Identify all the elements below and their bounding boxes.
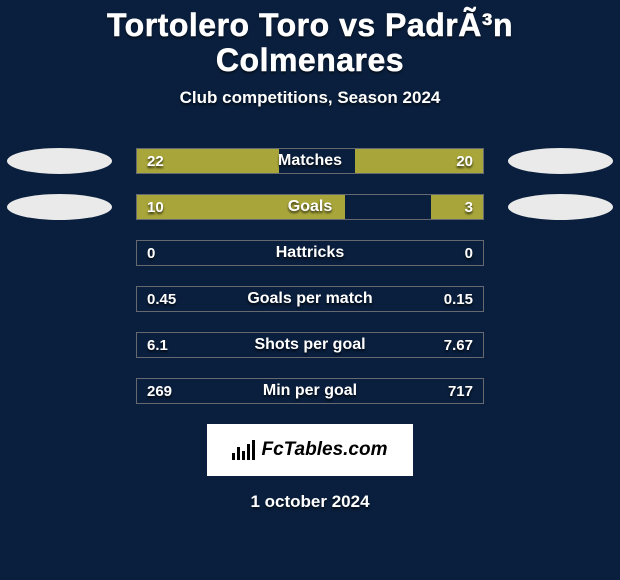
brand-badge: FcTables.com xyxy=(207,424,413,476)
stat-row: 2220Matches xyxy=(0,148,620,174)
stat-row: 6.1 7.67Shots per goal xyxy=(0,332,620,358)
stat-left-value: 0.45 xyxy=(147,287,176,311)
stat-right-value: 0 xyxy=(465,241,473,265)
stat-bar: 0.45 0.15Goals per match xyxy=(136,286,484,312)
stat-bar: 0 0Hattricks xyxy=(136,240,484,266)
stat-right-value: 7.67 xyxy=(444,333,473,357)
stat-row: 0 0Hattricks xyxy=(0,240,620,266)
bar-chart-icon xyxy=(232,440,255,460)
subtitle: Club competitions, Season 2024 xyxy=(0,88,620,108)
stat-left-value: 0 xyxy=(147,241,155,265)
stat-right-value: 717 xyxy=(448,379,473,403)
player-left-ellipse xyxy=(7,194,112,220)
bar-left-fill xyxy=(137,195,345,219)
stat-label: Hattricks xyxy=(137,241,483,265)
bar-left-fill xyxy=(137,149,279,173)
stat-label: Shots per goal xyxy=(137,333,483,357)
stat-row: 103Goals xyxy=(0,194,620,220)
brand-text: FcTables.com xyxy=(261,439,387,461)
stat-label: Min per goal xyxy=(137,379,483,403)
stat-row: 269 717Min per goal xyxy=(0,378,620,404)
comparison-card: Tortolero Toro vs PadrÃ³n Colmenares Clu… xyxy=(0,0,620,512)
stat-bar: 103Goals xyxy=(136,194,484,220)
bar-right-fill xyxy=(431,195,483,219)
date-label: 1 october 2024 xyxy=(0,492,620,512)
stat-row: 0.45 0.15Goals per match xyxy=(0,286,620,312)
player-left-ellipse xyxy=(7,148,112,174)
stat-bar: 6.1 7.67Shots per goal xyxy=(136,332,484,358)
stat-left-value: 6.1 xyxy=(147,333,168,357)
stat-bar: 2220Matches xyxy=(136,148,484,174)
stat-rows: 2220Matches 103Goals 0 0Hattricks 0.45 0.15Go… xyxy=(0,148,620,404)
stat-bar: 269 717Min per goal xyxy=(136,378,484,404)
bar-right-fill xyxy=(355,149,483,173)
player-right-ellipse xyxy=(508,148,613,174)
player-right-ellipse xyxy=(508,194,613,220)
stat-left-value: 269 xyxy=(147,379,172,403)
page-title: Tortolero Toro vs PadrÃ³n Colmenares xyxy=(0,4,620,88)
stat-label: Goals per match xyxy=(137,287,483,311)
stat-right-value: 0.15 xyxy=(444,287,473,311)
